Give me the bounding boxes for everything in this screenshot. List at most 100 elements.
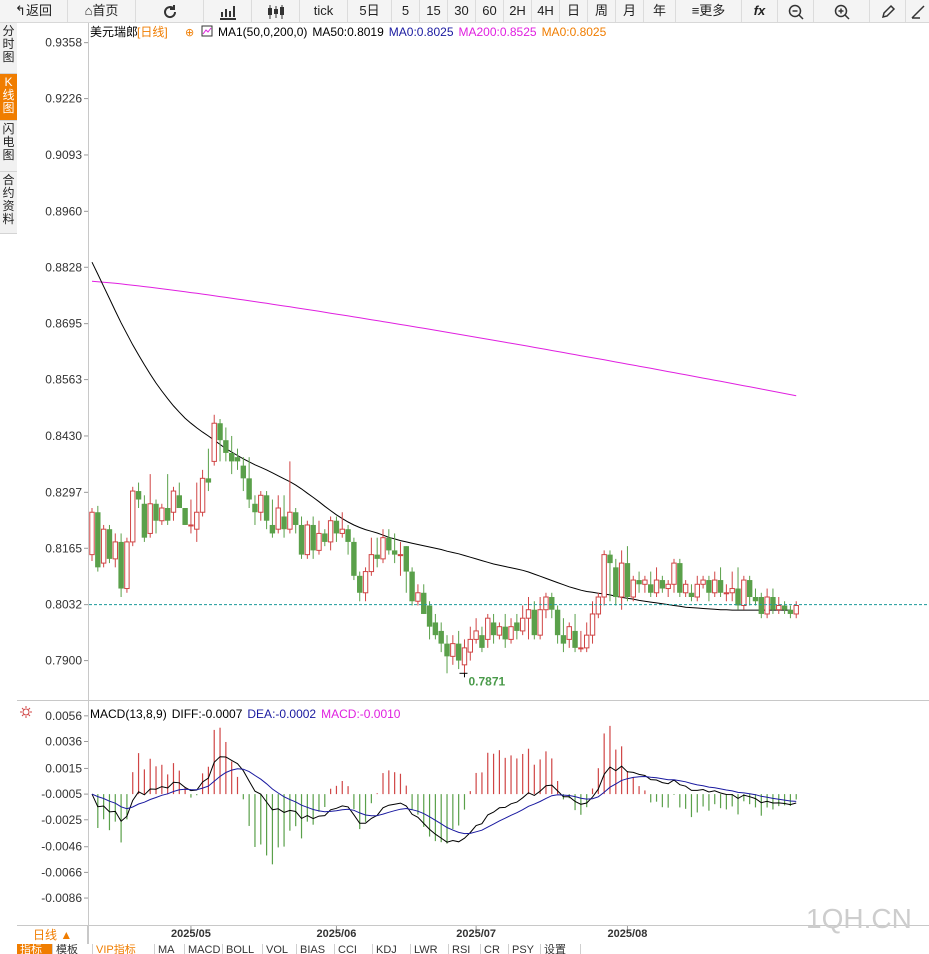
candle xyxy=(275,495,281,534)
period-15min[interactable]: 15 xyxy=(420,0,448,22)
candle xyxy=(706,575,712,602)
candle xyxy=(770,588,776,614)
candle xyxy=(653,567,660,598)
x-tick-label: 2025/08 xyxy=(608,928,648,940)
candle xyxy=(415,584,421,606)
macd-settings-icon[interactable] xyxy=(20,706,32,718)
candle xyxy=(525,597,532,640)
candle xyxy=(135,482,142,509)
tab-contract-info[interactable]: 合约资料 xyxy=(0,172,17,234)
ma50-line xyxy=(91,261,791,611)
zoom-in-button[interactable] xyxy=(814,0,870,22)
indicator-tab[interactable]: RSI xyxy=(449,944,481,954)
period-5day[interactable]: 5日 xyxy=(348,0,392,22)
candle xyxy=(496,622,503,640)
indicator-tab[interactable]: CR xyxy=(481,944,509,954)
candle xyxy=(397,541,404,576)
indicator-tab[interactable]: MA xyxy=(155,944,185,954)
candle xyxy=(223,427,229,462)
side-tabs: 分时图 K线图 闪电图 合约资料 xyxy=(0,23,17,234)
indicator-tab[interactable]: BIAS xyxy=(297,944,335,954)
indicator-tab[interactable]: KDJ xyxy=(373,944,411,954)
candle-type-button[interactable] xyxy=(252,0,300,22)
indicator-tab[interactable]: VIP指标 xyxy=(93,944,155,954)
zoom-out-button[interactable] xyxy=(778,0,814,22)
candle xyxy=(391,533,398,564)
legend-item: MA1(50,0,200,0) xyxy=(218,25,307,39)
candle xyxy=(502,613,508,648)
candle xyxy=(170,486,177,521)
candle xyxy=(554,605,561,644)
back-arrow-icon: ↰ xyxy=(15,3,26,18)
more-button[interactable]: ≡更多 xyxy=(676,0,742,22)
candle xyxy=(351,537,357,581)
y-tick-label: 0.8828 xyxy=(45,260,82,274)
candle xyxy=(467,626,474,661)
draw-button[interactable] xyxy=(870,0,906,22)
formula-button[interactable]: fx xyxy=(742,0,778,22)
diff-line xyxy=(91,756,797,843)
indicator-tab[interactable]: CCI xyxy=(335,944,373,954)
candle xyxy=(106,524,113,564)
candle xyxy=(746,575,753,606)
y-tick-label: 0.7900 xyxy=(45,654,82,668)
candle xyxy=(618,550,625,610)
candle xyxy=(537,597,543,640)
macd-y-tick-label: 0.0015 xyxy=(45,761,82,775)
candle xyxy=(665,580,671,598)
candle xyxy=(246,457,252,509)
candle xyxy=(793,601,799,619)
indicator-tab[interactable]: VOL xyxy=(263,944,297,954)
candle xyxy=(648,571,654,598)
indicator-tab[interactable]: 指标 xyxy=(17,944,53,954)
tab-flash[interactable]: 闪电图 xyxy=(0,121,17,172)
period-4h[interactable]: 4H xyxy=(532,0,560,22)
candle xyxy=(560,618,567,653)
indicator-tab[interactable]: LWR xyxy=(411,944,449,954)
y-tick-label: 0.8563 xyxy=(45,373,82,387)
line-tool-button[interactable] xyxy=(906,0,929,22)
candle xyxy=(776,597,782,614)
indicator-tab[interactable]: MACD xyxy=(185,944,223,954)
candle xyxy=(781,601,788,614)
candle xyxy=(758,592,764,619)
indicator-tab[interactable]: BOLL xyxy=(223,944,263,954)
period-label[interactable]: [日线] xyxy=(137,25,168,39)
candle xyxy=(217,419,223,462)
candle xyxy=(287,461,293,534)
candle xyxy=(735,567,741,610)
period-selector[interactable]: 日线 ▲ xyxy=(17,926,88,944)
indicator-settings-icon[interactable] xyxy=(201,25,213,37)
toolbar: ↰返回 ⌂首页 tick 5日 5 15 30 60 2H 4H 日 周 月 年… xyxy=(0,0,929,23)
home-button[interactable]: ⌂首页 xyxy=(68,0,136,22)
tick-button[interactable]: tick xyxy=(300,0,348,22)
crosshair-toggle-icon[interactable]: ⊕ xyxy=(185,27,194,39)
period-day[interactable]: 日 xyxy=(560,0,588,22)
indicator-tab[interactable]: 模板 xyxy=(53,944,93,954)
period-60min[interactable]: 60 xyxy=(476,0,504,22)
candle xyxy=(269,499,276,538)
period-30min[interactable]: 30 xyxy=(448,0,476,22)
back-button[interactable]: ↰返回 xyxy=(0,0,68,22)
indicator-tab[interactable]: 设置 xyxy=(541,944,581,954)
period-month[interactable]: 月 xyxy=(616,0,644,22)
candle xyxy=(479,626,485,653)
candle xyxy=(717,567,724,598)
candle xyxy=(636,571,642,593)
candle xyxy=(205,448,212,492)
candle xyxy=(642,575,648,593)
tab-timeshare[interactable]: 分时图 xyxy=(0,23,17,74)
candle xyxy=(432,613,439,640)
period-year[interactable]: 年 xyxy=(644,0,676,22)
period-5min[interactable]: 5 xyxy=(392,0,420,22)
period-2h[interactable]: 2H xyxy=(504,0,532,22)
period-week[interactable]: 周 xyxy=(588,0,616,22)
tab-kline[interactable]: K线图 xyxy=(0,74,17,121)
y-tick-label: 0.8165 xyxy=(45,541,82,555)
indicator-tab[interactable]: PSY xyxy=(509,944,541,954)
refresh-button[interactable] xyxy=(136,0,204,22)
chart-type-button[interactable] xyxy=(204,0,252,22)
candlestick-icon xyxy=(267,4,284,19)
